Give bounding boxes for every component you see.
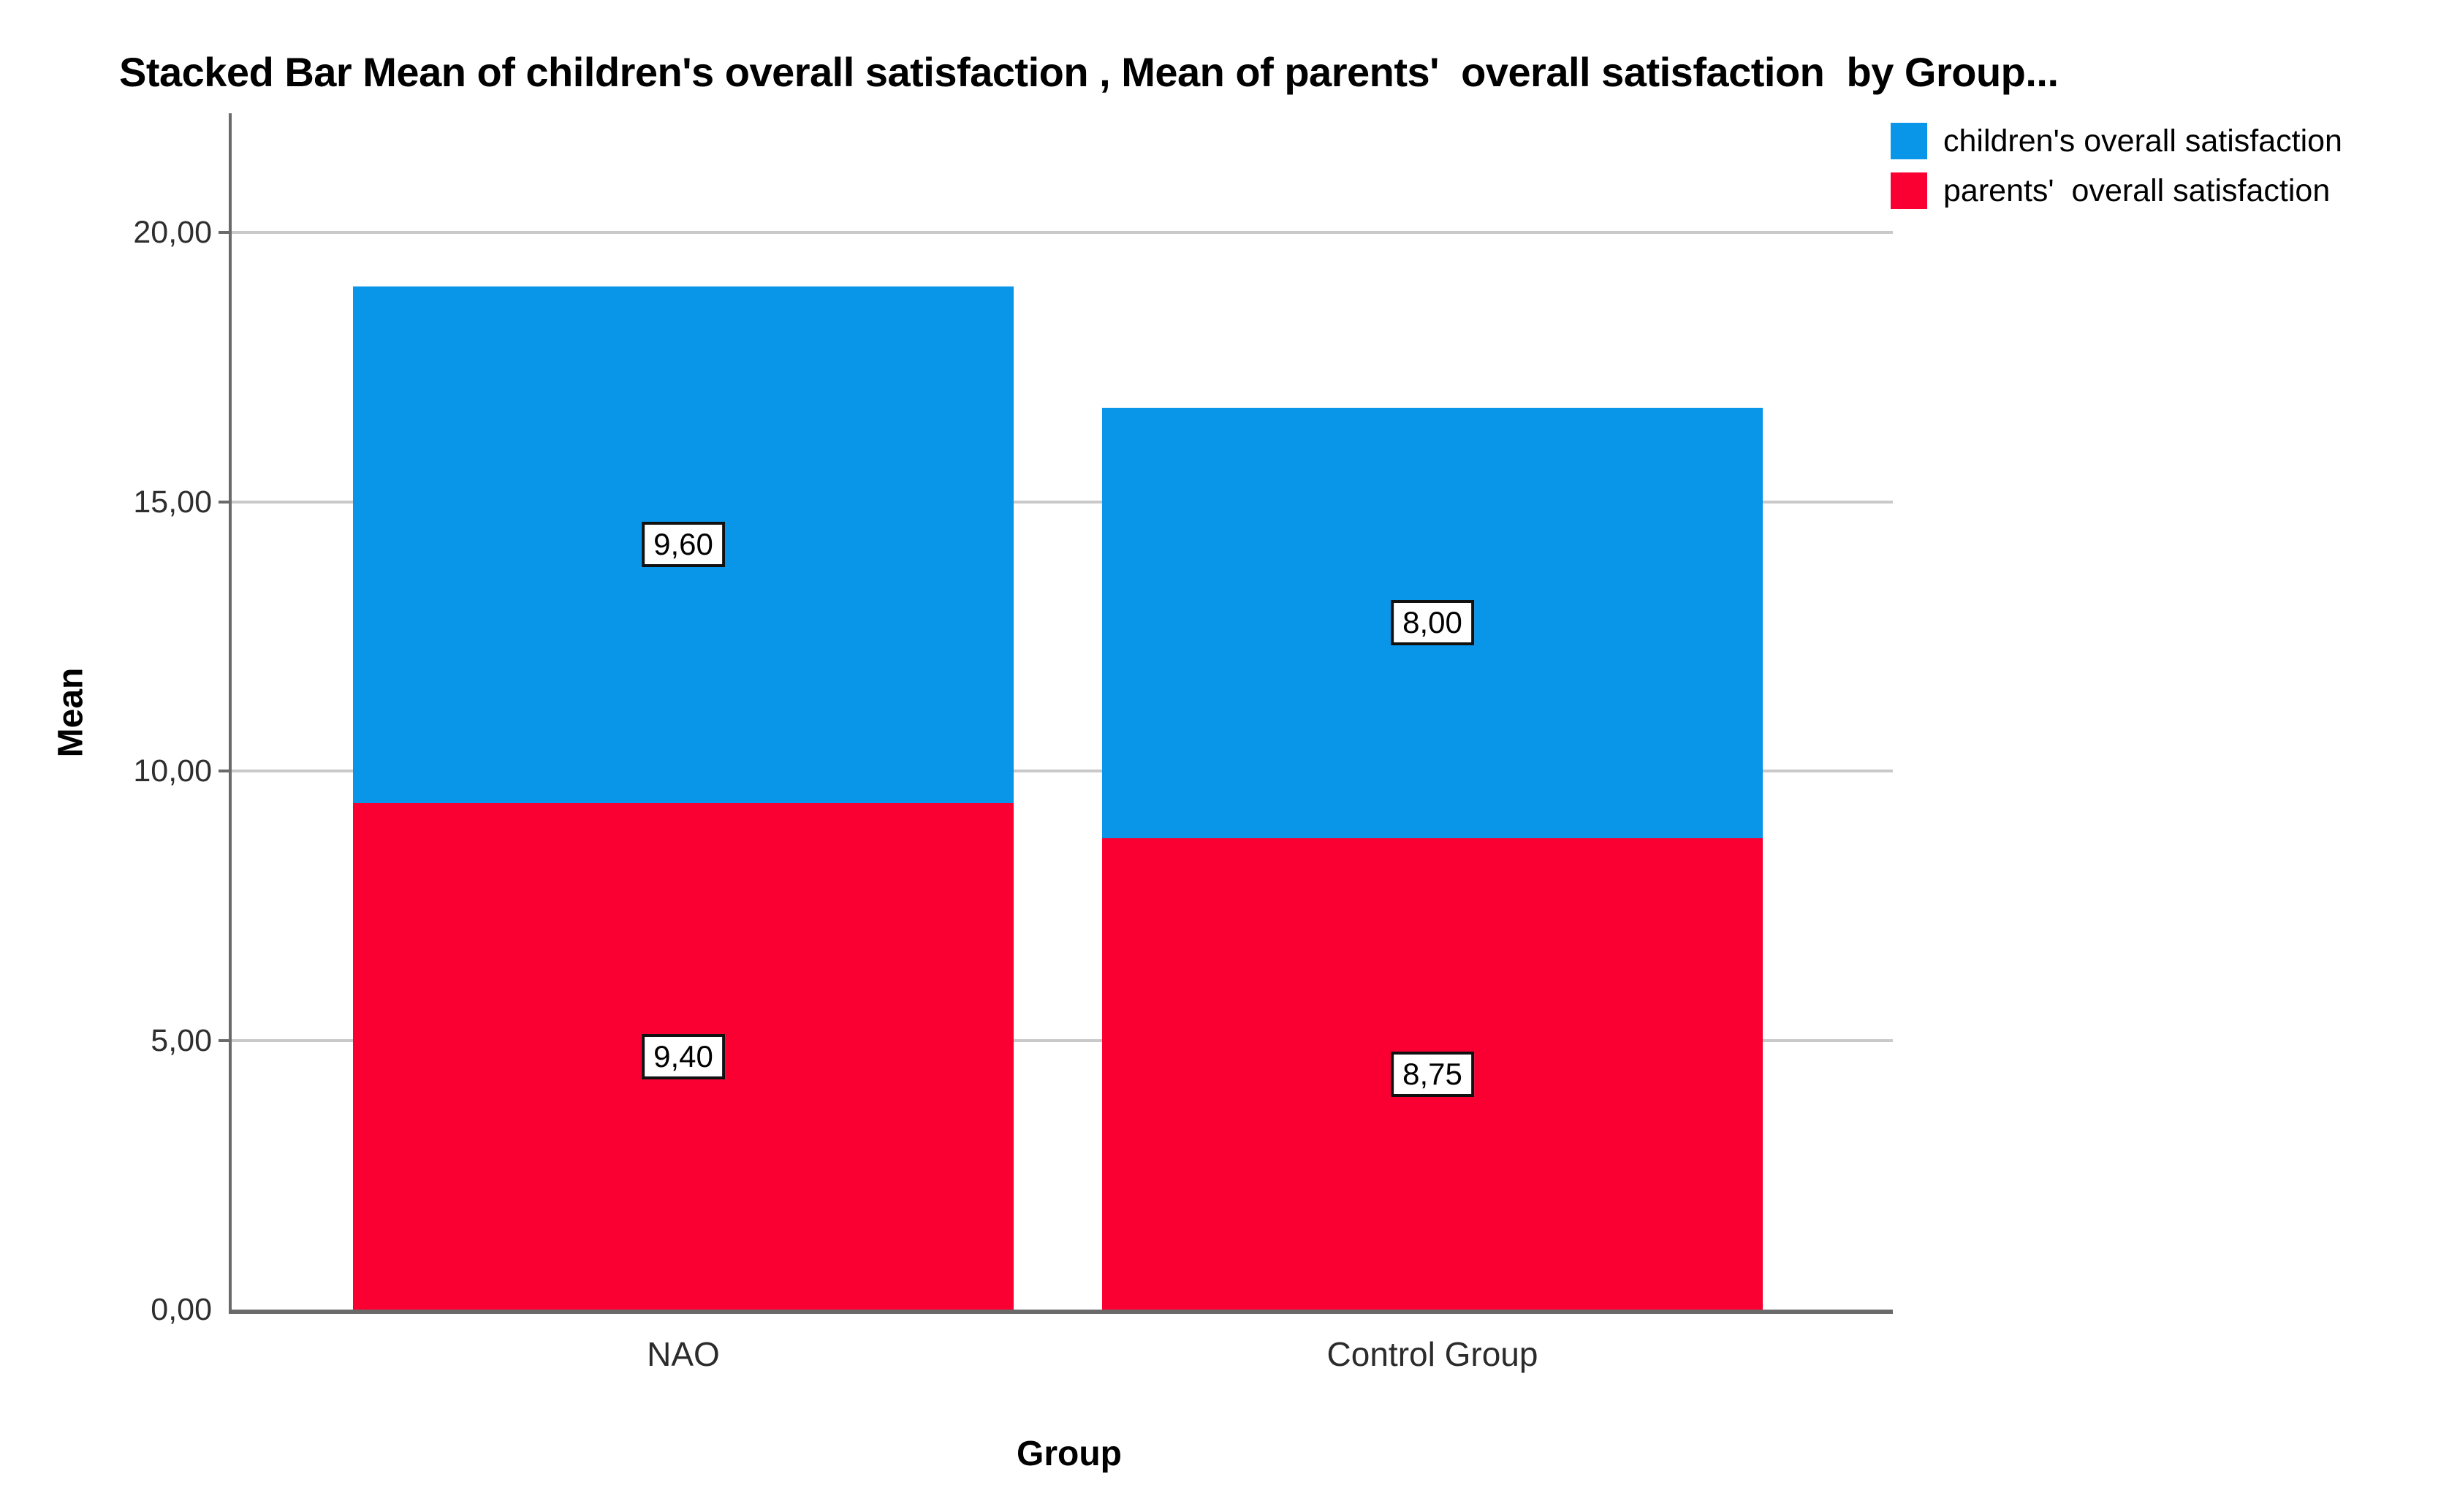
x-axis-line <box>229 1310 1893 1314</box>
legend-label: children's overall satisfaction <box>1943 124 2342 159</box>
y-tick-label: 10,00 <box>133 753 212 789</box>
y-axis-title: Mean <box>51 667 91 758</box>
bar-segment: 9,60 <box>353 286 1014 804</box>
value-label: 9,60 <box>642 522 725 568</box>
bar-segment: 8,75 <box>1102 838 1763 1310</box>
bar-segment: 9,40 <box>353 803 1014 1310</box>
legend-swatch-children <box>1891 123 1927 159</box>
value-label: 8,75 <box>1391 1051 1474 1097</box>
plot-area: 9,40 9,60 8,75 8,00 <box>232 113 1893 1310</box>
y-tick-mark <box>219 770 230 772</box>
bar-control-group: 8,75 8,00 <box>1102 407 1763 1310</box>
bar-segment: 8,00 <box>1102 407 1763 839</box>
y-tick-mark <box>219 231 230 234</box>
x-tick-label-nao: NAO <box>647 1335 720 1373</box>
bar-nao: 9,40 9,60 <box>353 286 1014 1310</box>
value-label: 9,40 <box>642 1033 725 1079</box>
legend-item-parents: parents' overall satisfaction <box>1891 172 2342 209</box>
gridline <box>232 500 1893 504</box>
legend: children's overall satisfaction parents'… <box>1891 123 2342 222</box>
gridline <box>232 231 1893 234</box>
y-tick-label: 0,00 <box>151 1292 212 1327</box>
legend-label: parents' overall satisfaction <box>1943 173 2331 208</box>
y-tick-label: 15,00 <box>133 484 212 520</box>
legend-item-children: children's overall satisfaction <box>1891 123 2342 159</box>
x-tick-label-control-group: Control Group <box>1326 1335 1538 1373</box>
gridline <box>232 770 1893 772</box>
chart-title: Stacked Bar Mean of children's overall s… <box>119 49 2059 95</box>
y-axis-line <box>229 113 232 1314</box>
y-tick-label: 20,00 <box>133 215 212 250</box>
y-tick-mark <box>219 500 230 504</box>
value-label: 8,00 <box>1391 600 1474 646</box>
x-axis-title: Group <box>1017 1435 1122 1473</box>
legend-swatch-parents <box>1891 172 1927 209</box>
y-tick-mark <box>219 1038 230 1042</box>
gridline <box>232 1038 1893 1042</box>
y-tick-label: 5,00 <box>151 1022 212 1058</box>
